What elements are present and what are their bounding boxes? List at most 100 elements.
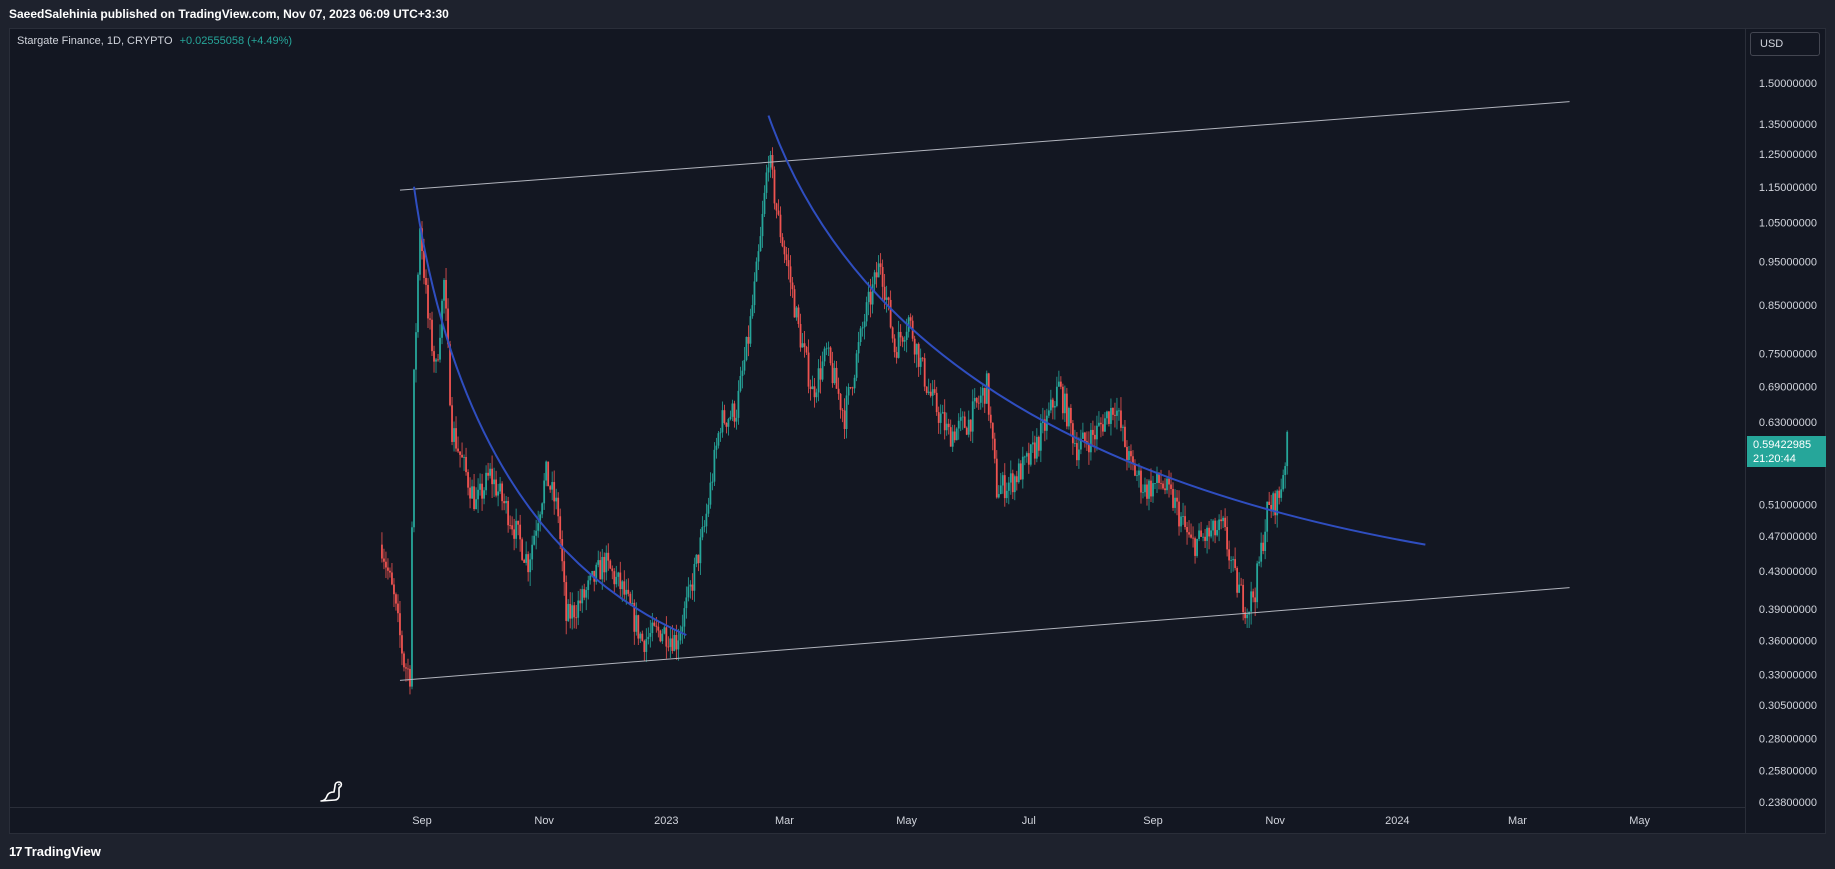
price-tick-label: 0.75000000 (1759, 349, 1817, 361)
candle (1047, 402, 1050, 419)
candle (1162, 480, 1164, 490)
candle-body (505, 500, 508, 504)
candle (1134, 459, 1136, 477)
candle-body (553, 482, 556, 502)
candle (523, 558, 526, 564)
candle (913, 335, 916, 364)
candle-body (819, 368, 822, 380)
candle (729, 410, 732, 421)
candle (781, 233, 784, 248)
chart-frame[interactable] (9, 28, 1826, 834)
candle (1236, 566, 1239, 598)
candle (823, 346, 826, 367)
candle-body (699, 537, 702, 564)
candle-body (581, 589, 584, 604)
candle-body (435, 359, 437, 362)
candle-body (851, 387, 854, 389)
candle (1029, 443, 1032, 467)
candle-body (821, 361, 824, 380)
candle-body (683, 608, 686, 627)
candle (557, 492, 560, 524)
candle (973, 388, 976, 409)
candle-body (717, 433, 720, 446)
candle (981, 383, 984, 408)
candle (609, 559, 612, 570)
candle-body (847, 387, 850, 396)
tradingview-logo[interactable]: 17 TradingView (9, 844, 101, 859)
candle-body (1094, 434, 1096, 440)
candle (1027, 442, 1030, 474)
candle-body (1272, 493, 1275, 512)
candle (1142, 484, 1144, 499)
time-tick-label: Jul (1022, 815, 1036, 827)
candle-body (735, 417, 738, 422)
candle (581, 585, 584, 613)
currency-button[interactable]: USD (1750, 32, 1820, 56)
candle (951, 424, 954, 452)
candle (665, 616, 668, 659)
candle-body (985, 373, 988, 404)
candle (1276, 489, 1279, 528)
candle-body (903, 339, 906, 342)
candle-body (1278, 490, 1281, 498)
candle-body (877, 263, 880, 278)
candle-body (603, 556, 606, 573)
publish-info: SaeedSalehinia published on TradingView.… (9, 7, 449, 21)
candle (1116, 397, 1118, 430)
candle (1242, 579, 1245, 621)
candle (999, 473, 1002, 495)
candle (1226, 516, 1229, 557)
candle (1154, 482, 1156, 490)
candle (527, 551, 530, 582)
candle (847, 383, 850, 405)
candle-body (427, 284, 429, 319)
candle-body (919, 357, 922, 367)
candle-body (519, 524, 522, 540)
candle-body (909, 317, 912, 321)
candle-body (991, 422, 994, 439)
symbol-name[interactable]: Stargate Finance, 1D, CRYPTO (17, 35, 173, 47)
price-tick-label: 0.69000000 (1759, 381, 1817, 393)
candle (931, 380, 934, 406)
candle (837, 377, 840, 400)
candle (573, 602, 576, 629)
candle (1009, 460, 1012, 495)
candle-body (833, 367, 836, 384)
candle (415, 323, 417, 383)
candle (941, 404, 944, 414)
candle (525, 541, 528, 566)
candle (1136, 470, 1138, 482)
candle-body (1178, 501, 1180, 527)
symbol-legend[interactable]: Stargate Finance, 1D, CRYPTO +0.02555058… (17, 35, 292, 47)
candle (585, 586, 588, 611)
candle (1144, 477, 1146, 497)
candle (1138, 463, 1140, 488)
candle-body (665, 627, 668, 647)
candle-body (921, 357, 924, 359)
candle-body (1170, 484, 1172, 489)
candle-body (1039, 423, 1042, 451)
candle-body (999, 485, 1002, 495)
candle (653, 620, 656, 627)
time-tick-label: Nov (1265, 815, 1285, 827)
candle-body (751, 305, 754, 317)
candle-body (807, 352, 810, 387)
candle-body (1216, 530, 1218, 536)
candle-body (507, 500, 510, 526)
candle-body (925, 386, 928, 393)
candle (1059, 376, 1062, 390)
candle (845, 386, 848, 439)
candle-body (583, 589, 586, 598)
candle-body (917, 343, 920, 367)
candle (715, 437, 718, 459)
candle-body (1226, 527, 1229, 550)
candle-body (577, 600, 580, 618)
candle-body (413, 369, 415, 528)
candle-body (1284, 466, 1287, 476)
candle-body (1208, 527, 1210, 537)
candle-body (545, 461, 548, 481)
candle-body (491, 468, 493, 485)
candle (1094, 425, 1096, 453)
candle (677, 628, 680, 661)
